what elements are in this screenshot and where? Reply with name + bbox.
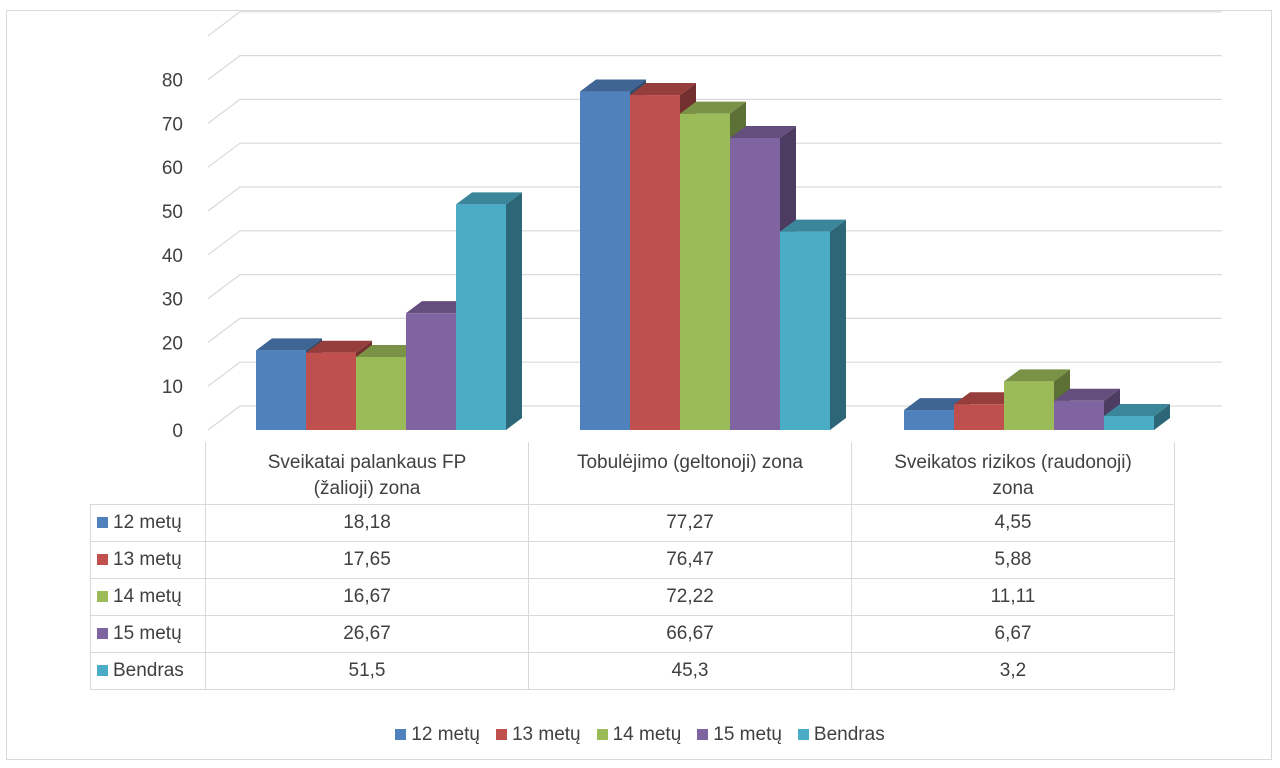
data-label: 4,55 <box>851 503 1175 542</box>
legend-label: 13 metų <box>511 724 581 745</box>
y-tick-label: 50 <box>162 202 183 223</box>
legend-swatch <box>495 729 507 740</box>
series-name: 14 metų <box>113 585 182 607</box>
data-label: 17,65 <box>205 540 529 579</box>
legend-item: 13 metų <box>495 724 581 746</box>
data-label: 77,27 <box>528 503 852 542</box>
x-tick-label-line: Tobulėjimo (geltonoji) zona <box>576 452 803 473</box>
bars <box>256 79 1170 431</box>
legend-swatch <box>596 729 608 740</box>
data-label: 16,67 <box>205 577 529 616</box>
legend-label: 15 metų <box>713 724 782 745</box>
series-label-cell: 14 metų <box>90 577 206 616</box>
series-label-cell: 12 metų <box>90 503 206 542</box>
gridline <box>207 98 1222 124</box>
legend-item: Bendras <box>797 724 885 746</box>
gridline <box>207 54 1222 81</box>
legend-label: Bendras <box>813 724 885 745</box>
gridline <box>207 142 1222 168</box>
x-tick-label-line: Sveikatos rizikos (raudonoji) <box>894 452 1132 473</box>
gridline <box>207 11 1222 37</box>
table-row: 12 metų 18,18 77,27 4,55 <box>90 503 1175 542</box>
y-tick-label: 0 <box>172 421 183 442</box>
series-name: 13 metų <box>113 548 182 570</box>
data-label: 72,22 <box>528 577 852 616</box>
data-label: 11,11 <box>851 577 1175 616</box>
table-row: Bendras 51,5 45,3 3,2 <box>90 651 1175 690</box>
bar <box>1104 403 1170 430</box>
data-label: 18,18 <box>205 503 529 542</box>
table-row: 13 metų 17,65 76,47 5,88 <box>90 540 1175 579</box>
x-tick-label: Tobulėjimo (geltonoji) zona <box>528 442 852 505</box>
gridline <box>207 274 1222 300</box>
data-label: 76,47 <box>528 540 852 579</box>
series-label-cell: 15 metų <box>90 614 206 653</box>
series-name: 12 metų <box>113 511 182 533</box>
series-swatch <box>97 590 108 602</box>
legend-swatch <box>697 729 709 740</box>
series-swatch <box>97 553 108 565</box>
y-tick-label: 30 <box>162 290 183 311</box>
series-name: Bendras <box>113 659 184 681</box>
gridline <box>207 317 1222 343</box>
y-tick-label: 10 <box>162 377 183 398</box>
y-tick-label: 70 <box>162 114 183 135</box>
table-row: 14 metų 16,67 72,22 11,11 <box>90 577 1175 616</box>
series-swatch <box>97 627 108 639</box>
x-tick-label-line: zona <box>992 478 1034 499</box>
data-label: 66,67 <box>528 614 852 653</box>
gridline <box>207 405 1222 431</box>
bar <box>780 219 846 430</box>
x-tick-label: Sveikatos rizikos (raudonoji) zona <box>851 442 1175 505</box>
gridline <box>207 361 1222 387</box>
legend-item: 15 metų <box>697 724 782 746</box>
series-swatch <box>97 664 108 676</box>
legend: 12 metų 13 metų 14 metų 15 metų Bendras <box>0 724 1280 746</box>
legend-item: 12 metų <box>395 724 480 746</box>
legend-label: 14 metų <box>612 724 682 745</box>
table-row: 15 metų 26,67 66,67 6,67 <box>90 614 1175 653</box>
y-axis: 0 10 20 30 40 50 60 70 80 <box>162 71 183 442</box>
table-header-row: Sveikatai palankaus FP (žalioji) zona Tobu… <box>90 442 1175 505</box>
x-tick-label: Sveikatai palankaus FP (žalioji) zona <box>205 442 529 505</box>
y-tick-label: 20 <box>162 333 183 354</box>
data-label: 5,88 <box>851 540 1175 579</box>
table-corner <box>90 442 206 505</box>
series-label-cell: Bendras <box>90 651 206 690</box>
data-table: Sveikatai palankaus FP (žalioji) zona Tobu… <box>90 442 1175 690</box>
data-label: 51,5 <box>205 651 529 690</box>
x-tick-label-line: Sveikatai palankaus FP <box>267 452 467 473</box>
bar <box>730 125 796 430</box>
y-tick-label: 80 <box>162 71 183 92</box>
y-tick-label: 60 <box>162 158 183 179</box>
gridline <box>207 186 1222 212</box>
x-tick-label-line: (žalioji) zona <box>313 478 421 499</box>
data-label: 45,3 <box>528 651 852 690</box>
legend-swatch <box>395 729 407 740</box>
data-label: 3,2 <box>851 651 1175 690</box>
gridline <box>207 230 1222 256</box>
legend-label: 12 metų <box>411 724 480 745</box>
legend-swatch <box>797 729 809 740</box>
data-label: 6,67 <box>851 614 1175 653</box>
legend-item: 14 metų <box>596 724 682 746</box>
series-label-cell: 13 metų <box>90 540 206 579</box>
data-label: 26,67 <box>205 614 529 653</box>
series-name: 15 metų <box>113 622 182 644</box>
series-swatch <box>97 516 108 528</box>
y-tick-label: 40 <box>162 246 183 267</box>
bar <box>456 192 522 430</box>
gridlines <box>207 11 1222 431</box>
